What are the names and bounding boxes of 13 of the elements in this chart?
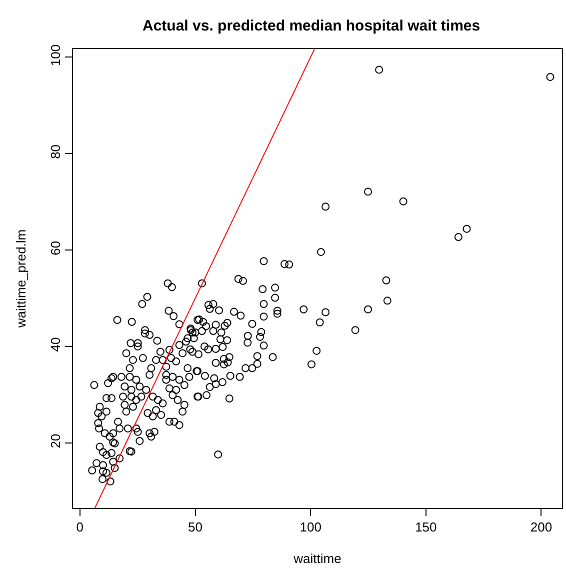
x-tick-label: 200 [530, 520, 552, 535]
x-tick-label: 0 [76, 520, 84, 535]
x-tick-label: 100 [300, 520, 322, 535]
y-tick-label: 60 [48, 240, 63, 256]
y-tick-label: 40 [48, 337, 63, 352]
y-tick-label: 80 [48, 144, 63, 159]
x-tick-label: 50 [188, 520, 202, 535]
x-axis-title: waittime [292, 551, 342, 566]
y-tick-label: 100 [48, 44, 63, 66]
chart-title: Actual vs. predicted median hospital wait times [142, 17, 480, 34]
y-tick-label: 20 [48, 434, 63, 448]
x-tick-label: 150 [415, 520, 437, 535]
y-axis-title: waittime_pred.lm [14, 229, 29, 329]
